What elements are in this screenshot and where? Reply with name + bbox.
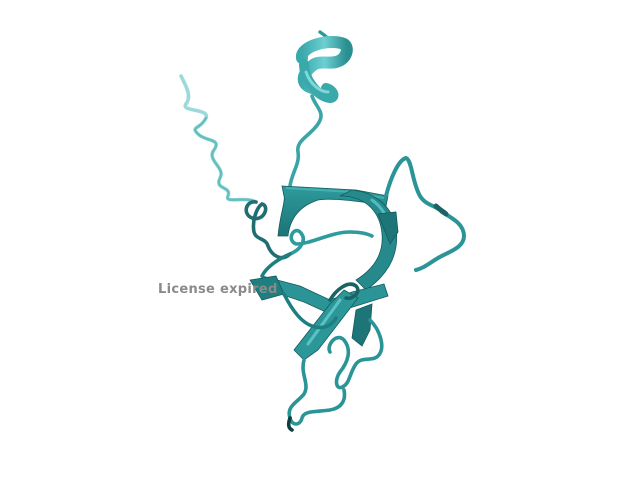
beta-arrow-head-top [377,211,399,245]
license-watermark: License expired [158,282,278,297]
alpha-helix [296,30,353,104]
lower-loop-coil [327,318,384,390]
beta-strand-lower [261,275,389,315]
c-terminal-end [286,416,294,432]
beta-strand-descending-light [306,298,342,346]
center-coil [328,282,360,302]
right-loop-coil [384,155,467,272]
n-terminal-coil-shade [193,116,258,204]
middle-coil-2 [260,252,338,330]
right-loop-coil-dark [433,203,449,217]
c-terminal-coil [287,358,347,426]
middle-coil [288,228,374,256]
helix-loop-coil [288,94,323,188]
left-loop-coil [244,200,292,260]
beta-strand-lower-right [351,303,373,347]
beta-strand-top [277,185,389,237]
